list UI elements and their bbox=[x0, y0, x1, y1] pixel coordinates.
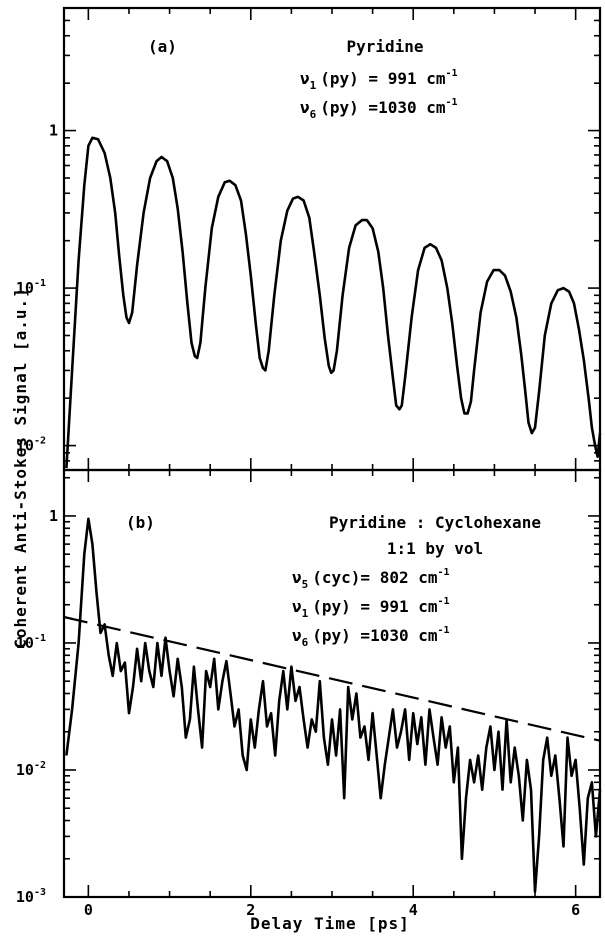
sample-name: Pyridine : Cyclohexane bbox=[329, 513, 541, 532]
mode-frequency-label: ν6 (py) =1030 cm-1 bbox=[300, 97, 458, 121]
plot-frame bbox=[62, 468, 602, 899]
y-tick-label: 10-1 bbox=[16, 278, 46, 297]
x-tick-label: 4 bbox=[409, 901, 418, 919]
x-tick-label: 2 bbox=[246, 901, 255, 919]
y-tick-label: 10-2 bbox=[16, 760, 46, 779]
x-tick-label: 0 bbox=[84, 901, 93, 919]
y-axis-title: Coherent Anti-Stokes Signal [a.u.] bbox=[11, 287, 30, 649]
y-tick-label: 1 bbox=[49, 507, 58, 525]
panel-label: (b) bbox=[126, 513, 155, 532]
panel-label: (a) bbox=[148, 37, 177, 56]
series-dashed-envelope bbox=[63, 615, 601, 742]
series-signal-line bbox=[65, 136, 602, 469]
sample-name: Pyridine bbox=[346, 37, 423, 56]
series-signal-line bbox=[65, 517, 602, 894]
y-tick-label: 1 bbox=[49, 122, 58, 140]
y-tick-label: 10-1 bbox=[16, 633, 46, 652]
x-axis-title: Delay Time [ps] bbox=[250, 914, 410, 933]
panel-a: 1 10-1 10-2 (a) Pyridine ν1 (py) = 991 cm-1 ν6(… bbox=[16, 6, 602, 472]
mode-frequency-label: ν6 (py) =1030 cm-1 bbox=[292, 625, 450, 649]
y-tick-label: 10-3 bbox=[16, 887, 46, 906]
x-tick-label: 6 bbox=[571, 901, 580, 919]
mode-frequency-label: ν5 (cyc)= 802 cm-1 bbox=[292, 567, 450, 591]
y-tick-label: 10-2 bbox=[16, 436, 46, 455]
mode-frequency-label: ν1 (py) = 991 cm-1 bbox=[300, 68, 458, 92]
mixture-ratio: 1:1 by vol bbox=[387, 539, 483, 558]
panel-b: 1 10-1 10-2 10-3 0 2 4 6 (b) Pyridine : Cyclohexa… bbox=[16, 468, 602, 919]
mode-frequency-label: ν1 (py) = 991 cm-1 bbox=[292, 596, 450, 620]
